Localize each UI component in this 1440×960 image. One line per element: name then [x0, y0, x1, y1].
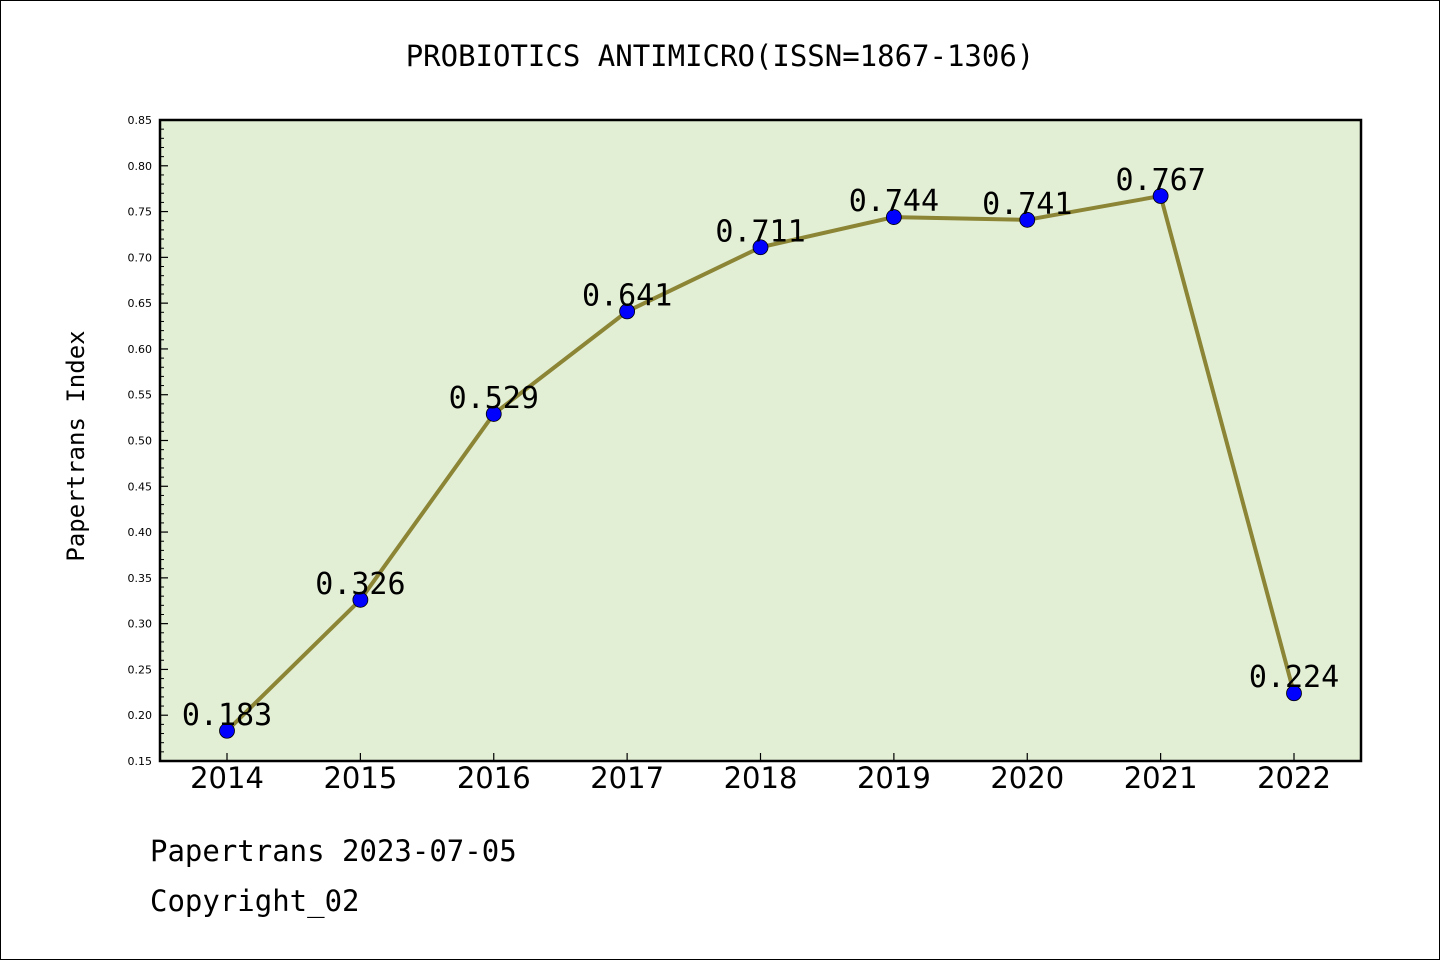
- y-tick-label: 0.70: [128, 251, 153, 264]
- data-point: [1152, 188, 1169, 204]
- y-tick-label: 0.60: [128, 343, 153, 356]
- data-label: 0.529: [449, 381, 539, 416]
- footer-date: Papertrans 2023-07-05: [150, 834, 517, 868]
- x-tick-label: 2016: [457, 761, 531, 795]
- y-tick-label: 0.45: [128, 480, 153, 493]
- data-point: [219, 722, 235, 739]
- data-point: [1286, 685, 1302, 702]
- x-tick-label: 2014: [190, 761, 264, 795]
- plot-area: [158, 118, 1363, 763]
- x-tick-label: 2021: [1124, 761, 1198, 795]
- x-tick-label: 2018: [724, 761, 798, 795]
- data-point: [352, 591, 369, 608]
- y-tick-label: 0.15: [128, 755, 153, 768]
- y-tick-label: 0.55: [128, 389, 153, 402]
- x-tick-label: 2015: [323, 761, 397, 795]
- data-point: [485, 406, 502, 422]
- y-tick-label: 0.25: [128, 663, 153, 676]
- x-tick-label: 2017: [590, 761, 664, 795]
- y-tick-label: 0.30: [128, 618, 153, 631]
- data-label: 0.183: [182, 698, 272, 733]
- chart-title: PROBIOTICS ANTIMICRO(ISSN=1867-1306): [406, 39, 1035, 73]
- data-label: 0.641: [582, 278, 672, 313]
- x-tick-label: 2022: [1257, 761, 1331, 795]
- y-tick-label: 0.50: [128, 435, 153, 448]
- data-label: 0.741: [982, 187, 1072, 222]
- data-point: [1019, 211, 1036, 228]
- data-point: [885, 209, 902, 225]
- y-tick-label: 0.35: [128, 572, 153, 585]
- data-label: 0.224: [1249, 660, 1339, 695]
- y-tick-label: 0.40: [128, 526, 153, 539]
- y-tick-label: 0.20: [128, 709, 153, 722]
- y-tick-label: 0.85: [128, 114, 153, 127]
- y-axis-label: Papertrans Index: [62, 330, 90, 561]
- y-tick-label: 0.75: [128, 206, 153, 219]
- data-point: [619, 303, 636, 320]
- y-tick-label: 0.80: [128, 160, 153, 173]
- footer-copyright: Copyright_02: [150, 884, 360, 918]
- data-label: 0.767: [1115, 163, 1205, 198]
- data-label: 0.744: [849, 184, 939, 219]
- data-point: [752, 239, 769, 256]
- x-tick-label: 2020: [990, 761, 1064, 795]
- data-label: 0.326: [315, 567, 405, 602]
- y-tick-label: 0.65: [128, 297, 153, 310]
- x-tick-label: 2019: [857, 761, 931, 795]
- data-label: 0.711: [715, 214, 805, 249]
